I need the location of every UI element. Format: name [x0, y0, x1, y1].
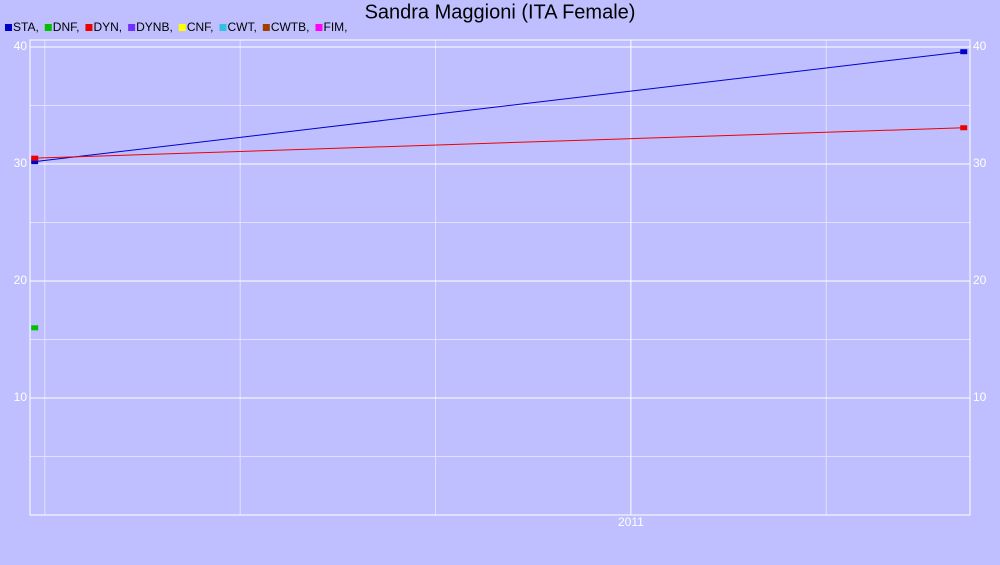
legend-swatch: [85, 24, 93, 31]
y2-tick-label: 40: [973, 39, 987, 53]
legend-label: FIM,: [323, 20, 347, 34]
legend-label: DNF,: [53, 20, 80, 34]
y2-tick-label: 20: [973, 273, 987, 287]
y2-tick-label: 30: [973, 156, 987, 170]
y2-tick-label: 10: [973, 390, 987, 404]
legend-swatch: [219, 24, 227, 31]
legend-swatch: [5, 24, 12, 31]
series-line: [34, 127, 964, 159]
legend-swatch: [128, 24, 136, 31]
chart-title: Sandra Maggioni (ITA Female): [365, 1, 636, 23]
legend-label: STA,: [13, 20, 39, 34]
y-tick-label: 40: [14, 39, 28, 53]
legend-swatch: [178, 24, 186, 31]
legend-label: CNF,: [187, 20, 214, 34]
point: [960, 49, 968, 55]
series-line: [34, 51, 964, 163]
point: [960, 125, 968, 131]
legend-label: CWTB,: [271, 20, 310, 34]
legend-swatch: [262, 24, 270, 31]
y-tick-label: 30: [14, 156, 28, 170]
legend-label: DYNB,: [136, 20, 173, 34]
point: [31, 325, 39, 331]
y-tick-label: 10: [14, 390, 28, 404]
plot-frame: [29, 39, 971, 516]
legend-swatch: [44, 24, 52, 31]
x-tick-label: 2011: [618, 515, 644, 529]
point: [31, 155, 39, 161]
legend-label: DYN,: [93, 20, 122, 34]
legend-label: CWT,: [227, 20, 256, 34]
legend-swatch: [315, 24, 323, 31]
point: [31, 159, 39, 165]
y-tick-label: 20: [14, 273, 28, 287]
